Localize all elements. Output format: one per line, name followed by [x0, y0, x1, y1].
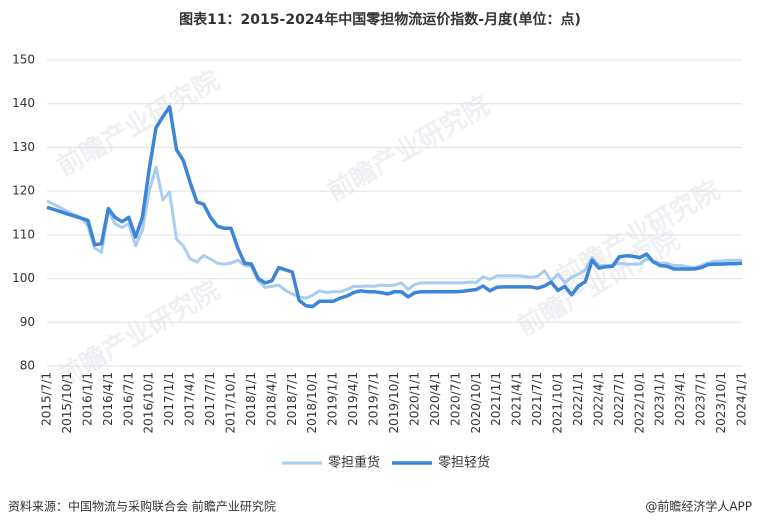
x-tick-label: 2023/10/1: [714, 372, 728, 434]
x-tick-label: 2022/1/1: [571, 372, 585, 426]
x-tick-label: 2017/10/1: [223, 372, 237, 434]
x-tick-label: 2021/7/1: [530, 372, 544, 426]
y-tick-label: 120: [12, 184, 35, 198]
y-tick-label: 110: [12, 227, 35, 241]
y-tick-label: 140: [12, 96, 35, 110]
x-tick-label: 2022/7/1: [612, 372, 626, 426]
x-tick-label: 2017/7/1: [203, 372, 217, 426]
x-tick-label: 2019/10/1: [387, 372, 401, 434]
legend-label: 零担轻货: [438, 455, 490, 471]
x-tick-label: 2019/4/1: [346, 372, 360, 426]
x-tick-label: 2016/4/1: [101, 372, 115, 426]
watermark: 前瞻产业研究院: [52, 65, 225, 183]
x-tick-label: 2015/10/1: [60, 372, 74, 434]
x-tick-label: 2015/7/1: [40, 372, 54, 426]
x-tick-label: 2023/1/1: [653, 372, 667, 426]
legend-label: 零担重货: [328, 455, 380, 471]
y-tick-label: 130: [12, 140, 35, 154]
series-line: [46, 165, 742, 300]
source: 资料来源：中国物流与采购联合会 前瞻产业研究院: [8, 499, 276, 514]
x-tick-label: 2022/10/1: [632, 372, 646, 434]
x-tick-label: 2021/4/1: [510, 372, 524, 426]
x-tick-label: 2020/10/1: [469, 372, 483, 434]
chart-title: 图表11：2015-2024年中国零担物流运价指数-月度(单位：点): [179, 11, 581, 28]
x-tick-label: 2023/7/1: [694, 372, 708, 426]
x-tick-label: 2021/1/1: [489, 372, 503, 426]
x-tick-label: 2019/7/1: [367, 372, 381, 426]
x-tick-label: 2024/1/1: [735, 372, 749, 426]
x-tick-label: 2018/7/1: [285, 372, 299, 426]
y-tick-label: 90: [20, 315, 35, 329]
y-tick-label: 80: [20, 359, 35, 373]
y-tick-label: 100: [12, 271, 35, 285]
x-tick-label: 2017/4/1: [183, 372, 197, 426]
x-tick-label: 2018/1/1: [244, 372, 258, 426]
x-tick-label: 2017/1/1: [162, 372, 176, 426]
x-tick-label: 2016/10/1: [142, 372, 156, 434]
x-tick-label: 2016/7/1: [121, 372, 135, 426]
credit: @前瞻经济学人APP: [645, 499, 752, 514]
y-tick-label: 150: [12, 53, 35, 67]
x-tick-label: 2023/4/1: [673, 372, 687, 426]
x-tick-label: 2018/10/1: [305, 372, 319, 434]
watermark: 前瞻产业研究院: [52, 275, 225, 393]
watermark: 前瞻产业研究院: [322, 90, 495, 208]
x-tick-label: 2020/4/1: [428, 372, 442, 426]
x-tick-label: 2020/1/1: [407, 372, 421, 426]
series-line: [46, 105, 743, 309]
x-tick-label: 2016/1/1: [80, 372, 94, 426]
x-tick-label: 2019/1/1: [326, 372, 340, 426]
x-tick-label: 2018/4/1: [264, 372, 278, 426]
x-tick-label: 2022/4/1: [591, 372, 605, 426]
x-tick-label: 2020/7/1: [448, 372, 462, 426]
x-tick-label: 2021/10/1: [551, 372, 565, 434]
